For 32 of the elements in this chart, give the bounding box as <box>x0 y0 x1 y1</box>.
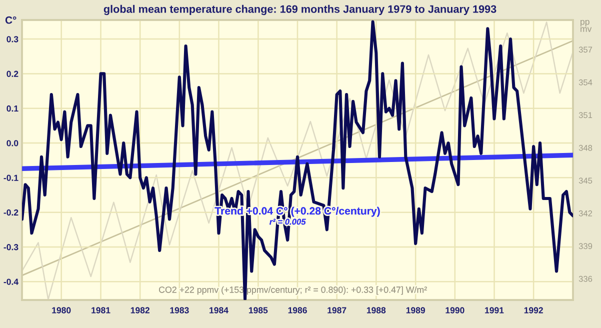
y-axis-title: C° <box>5 16 16 24</box>
y-tick-label: -0.4 <box>4 278 18 285</box>
y2-tick-label: 351 <box>578 112 592 118</box>
y2-tick-label: 339 <box>578 243 592 250</box>
y2-axis-title: pp mv <box>580 20 592 32</box>
x-tick-label: 1985 <box>248 307 268 314</box>
y-tick-label: -0.1 <box>4 174 18 181</box>
y2-tick-label: 348 <box>578 144 592 151</box>
x-tick-label: 1992 <box>524 307 543 314</box>
y-tick-label: -0.2 <box>4 209 18 216</box>
y2-tick-label: 357 <box>578 46 592 53</box>
x-tick-label: 1981 <box>92 307 110 314</box>
x-tick-label: 1986 <box>288 307 307 314</box>
x-tick-label: 1989 <box>406 307 425 314</box>
y-tick-label: -0.3 <box>4 244 18 250</box>
chart-title: global mean temperature change: 169 months January 1979 to January 1993 <box>104 4 496 16</box>
y2-tick-label: 354 <box>578 79 592 86</box>
x-tick-label: 1987 <box>328 307 346 314</box>
x-tick-label: 1984 <box>210 307 228 314</box>
y2-tick-label: 345 <box>578 178 592 184</box>
x-tick-label: 1991 <box>485 307 504 314</box>
x-tick-label: 1988 <box>366 307 386 314</box>
y-tick-label: 0.0 <box>6 140 18 146</box>
y-tick-label: 0.1 <box>6 105 18 112</box>
x-tick-label: 1990 <box>446 307 464 314</box>
x-tick-label: 1982 <box>130 307 150 314</box>
y-tick-label: 0.2 <box>6 70 18 77</box>
y2-tick-label: 342 <box>578 210 592 216</box>
y-tick-label: 0.3 <box>6 36 18 42</box>
x-tick-label: 1983 <box>170 307 189 314</box>
x-tick-label: 1980 <box>52 307 71 314</box>
y2-tick-label: 336 <box>578 276 592 282</box>
